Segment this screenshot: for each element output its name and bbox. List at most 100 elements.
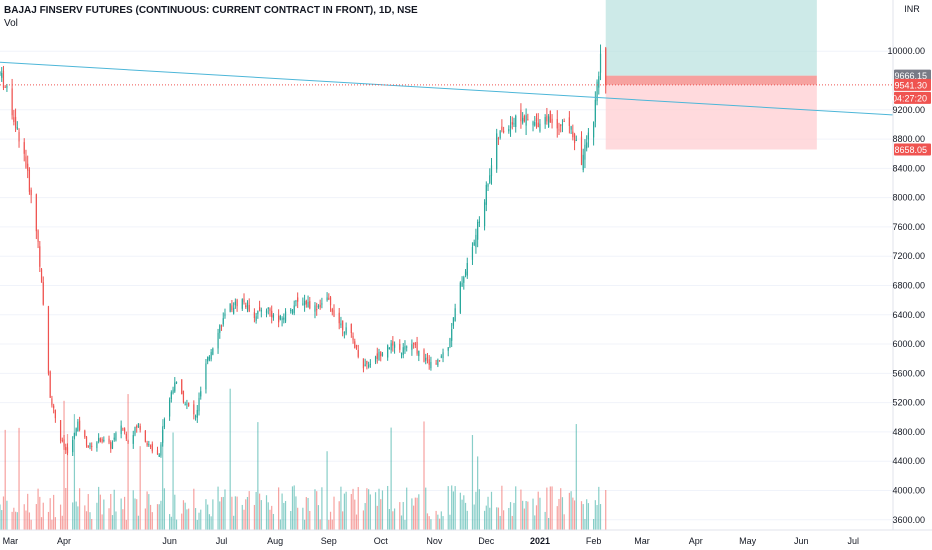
price-axis[interactable]: INR [892,0,932,550]
candle-body [2,70,5,88]
volume-bar [437,514,439,530]
candle-body [328,297,330,300]
candle-body [200,391,202,397]
volume-bar [338,501,340,530]
candle-body [77,421,79,432]
volume-bar [400,515,403,530]
candle-body [28,169,31,192]
candle-body [404,345,406,350]
volume-bar [573,500,576,530]
candle-body [283,317,285,320]
volume-bar [169,514,171,530]
candle-body [4,86,6,88]
candle-body [309,301,311,309]
candle-body [380,352,382,357]
position-zones[interactable] [605,0,817,150]
volume-bar [605,490,607,530]
volume-bar [222,496,224,530]
volume-bar [378,488,380,530]
candle-body [368,364,370,367]
stop-price-tag-bg [894,143,931,156]
candle-body [234,301,236,306]
candle-body [388,347,390,349]
candle-body [454,308,456,321]
candle-body [144,430,146,442]
volume-bar [175,519,178,530]
candle-body [317,305,320,308]
volume-bar [326,451,328,530]
candle-body [65,447,67,451]
candle-body [587,132,590,140]
volume-bar [200,509,202,530]
volume-bar [381,490,384,530]
volume-bar [279,519,281,530]
candle-body [75,428,77,436]
volume-bar [139,446,141,530]
candle-body [170,392,172,400]
volume-bar [148,494,150,530]
candle-body [14,116,17,128]
candle-body [61,440,63,442]
volume-bar [137,515,140,530]
volume-bar [174,494,176,530]
volume-bar [156,504,159,530]
trendline[interactable] [0,61,894,116]
volume-bar [53,494,55,530]
volume-bar [392,511,394,530]
time-tick-label: Apr [57,536,71,546]
volume-bar [364,503,366,530]
volume-bar [124,496,126,530]
time-axis[interactable]: Mar Apr Jun Jul Aug Sep Oct Nov Dec 2021 Feb Mar Apr… [0,529,932,550]
candle-body [295,300,297,302]
candle-body [307,302,309,308]
volume-bar [248,491,250,530]
price-tick-label: 6800.00 [892,280,925,290]
candle-body [248,305,250,312]
volume-bar [253,504,256,530]
candle-body [271,310,273,318]
candle-body [369,363,371,365]
price-tick-label: 4000.00 [892,485,925,495]
volume-bar [210,516,212,530]
candle-body [374,356,377,362]
candle-body [284,311,287,322]
volume-bar [593,518,595,530]
candle-body [79,420,81,430]
candle-body [342,320,344,331]
volume-bar [89,512,91,530]
candle-body [362,358,365,369]
candle-body [593,122,595,138]
volume-bar [188,508,190,530]
volume-bar [146,491,148,530]
volume-bar [162,419,164,530]
candle-body [267,307,269,309]
volume-bar [387,485,389,530]
volume-bar [73,414,76,530]
volume-bar [537,491,539,530]
volume-bar [75,501,77,530]
volume-bar [390,427,392,530]
candle-body [326,297,328,301]
volume-bar [205,499,207,530]
volume-bar [535,505,538,530]
candle-body [426,357,429,359]
volume-bar [423,421,425,530]
candle-body [115,433,117,441]
stop-price-tag: 8658.05 [894,145,927,155]
candle-body [181,379,183,395]
time-tick-label: May [739,536,757,546]
price-tick-label: 7600.00 [892,222,925,232]
candle-body [84,430,86,438]
volume-bar [297,507,299,530]
price-tick-label: 8800.00 [892,134,925,144]
candle-body [329,297,332,306]
volume-bar [108,508,110,530]
candle-body [399,343,401,350]
candle-body [483,202,486,227]
candle-body [18,132,20,142]
candle-body [174,382,176,392]
volume-bar [418,494,420,530]
volume-bar [561,497,564,530]
candle-body [16,127,18,129]
